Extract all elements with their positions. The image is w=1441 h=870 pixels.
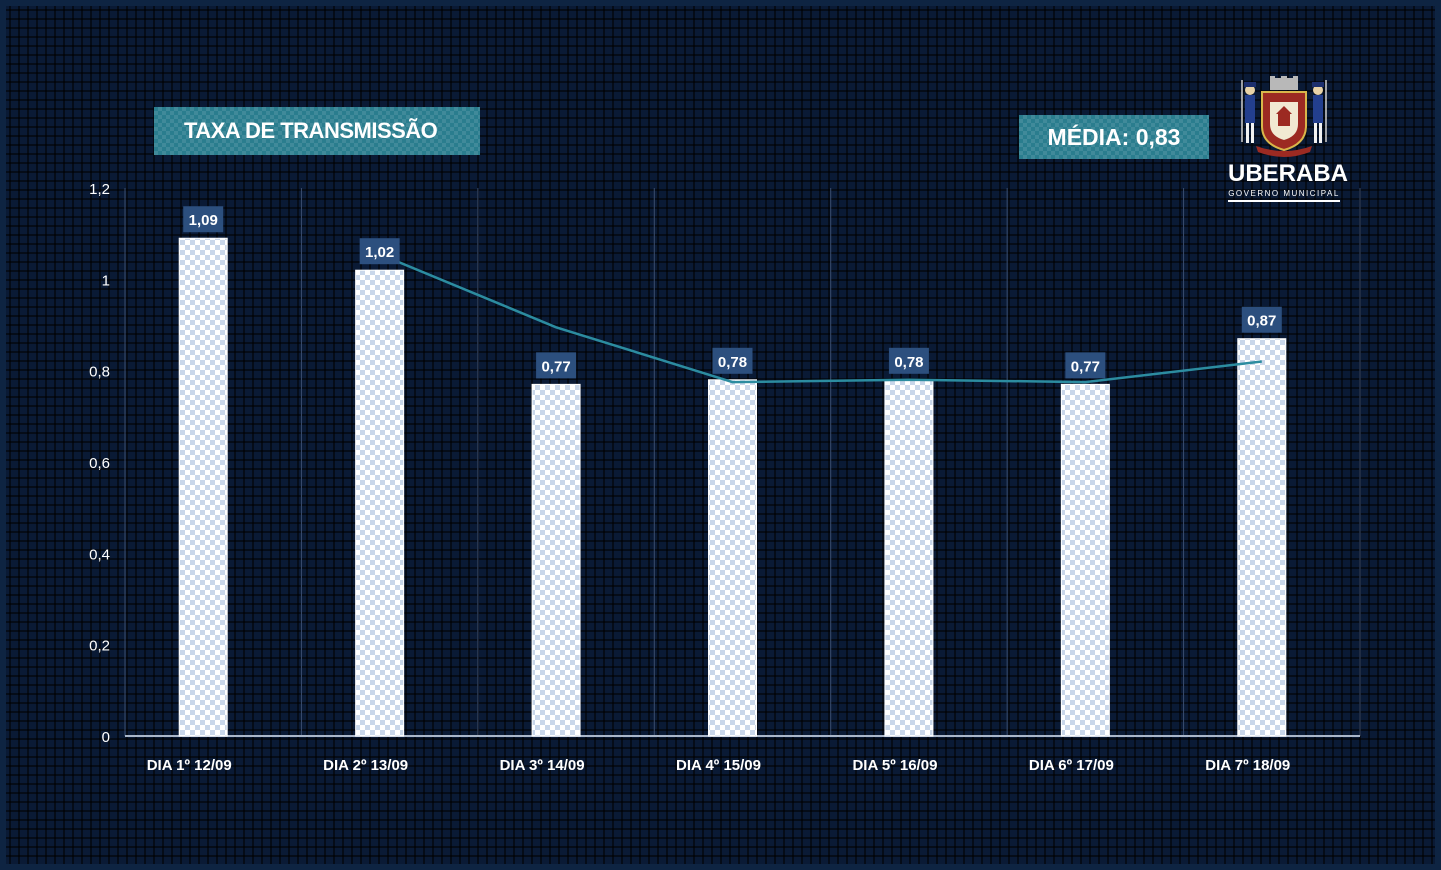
bar	[1061, 384, 1109, 736]
data-label: 0,78	[718, 354, 747, 371]
x-tick-label: DIA 5º 16/09	[852, 757, 937, 774]
data-label: 1,09	[189, 212, 218, 229]
x-tick-label: DIA 6º 17/09	[1029, 757, 1114, 774]
logo-subtitle: GOVERNO MUNICIPAL	[1228, 189, 1340, 202]
x-tick-label: DIA 2º 13/09	[323, 757, 408, 774]
media-badge: MÉDIA: 0,83	[1019, 115, 1209, 159]
bar	[885, 380, 933, 736]
bars	[179, 238, 1286, 736]
bar	[532, 384, 580, 736]
media-text: MÉDIA: 0,83	[1048, 124, 1181, 151]
uberaba-logo: UBERABA GOVERNO MUNICIPAL	[1228, 76, 1340, 206]
y-tick-label: 1	[102, 272, 110, 289]
bar	[179, 238, 227, 736]
x-tick-label: DIA 7º 18/09	[1205, 757, 1290, 774]
data-labels: 1,09 1,02 0,77 0,78 0,78 0,77 0,87	[183, 206, 1282, 378]
data-label: 0,87	[1247, 313, 1276, 330]
data-label: 0,78	[894, 354, 923, 371]
tick-labels: 0 0,2 0,4 0,6 0,8 1 1,2 DIA 1º 12/09 DIA 2º 13/0…	[89, 181, 1290, 774]
data-label: 0,77	[1071, 358, 1100, 375]
bar	[709, 380, 757, 736]
x-tick-label: DIA 4º 15/09	[676, 757, 761, 774]
logo-wordmark: UBERABA	[1228, 160, 1340, 188]
y-tick-label: 0,6	[89, 455, 110, 472]
bar	[356, 270, 404, 736]
x-tick-label: DIA 1º 12/09	[147, 757, 232, 774]
trend-line	[380, 254, 1262, 382]
coat-of-arms-icon	[1228, 76, 1340, 160]
y-tick-label: 0,4	[89, 546, 110, 563]
bar	[1238, 339, 1286, 736]
trend-line-group	[380, 254, 1262, 382]
x-tick-label: DIA 3º 14/09	[500, 757, 585, 774]
data-label: 0,77	[541, 358, 570, 375]
y-tick-label: 0,2	[89, 638, 110, 655]
chart-title: TAXA DE TRANSMISSÃO	[154, 107, 480, 155]
y-tick-label: 1,2	[89, 181, 110, 198]
y-tick-label: 0	[102, 729, 110, 746]
y-tick-label: 0,8	[89, 364, 110, 381]
data-label: 1,02	[365, 244, 394, 261]
chart-title-text: TAXA DE TRANSMISSÃO	[184, 118, 437, 144]
